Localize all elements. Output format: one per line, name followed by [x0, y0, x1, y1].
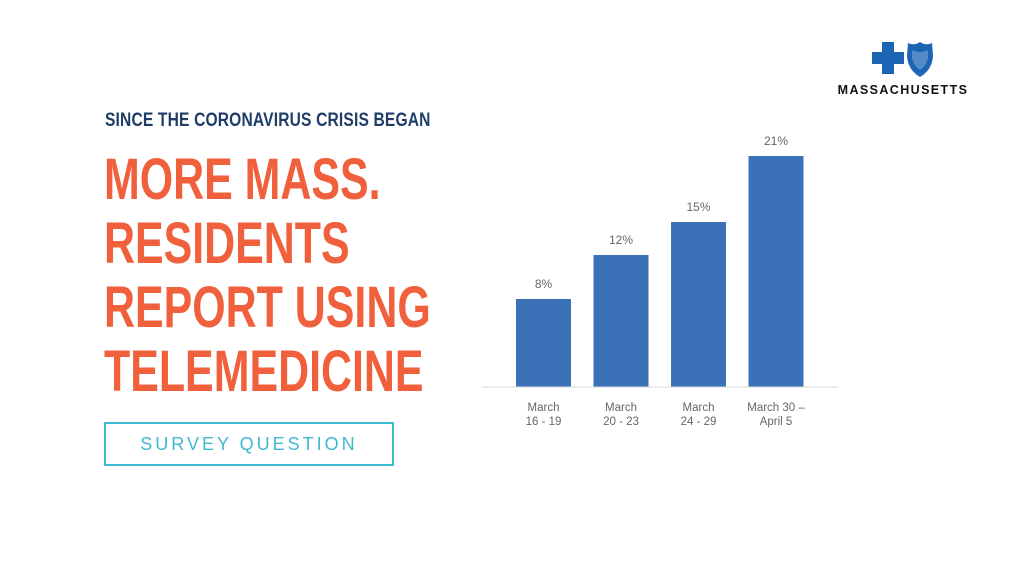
bar-chart: 8% March 16 - 19 12% March 20 - 23 15% March 24 … [482, 134, 838, 428]
headline-line: REPORT USING [104, 275, 431, 340]
category-label: 24 - 29 [681, 416, 717, 428]
bar [516, 299, 571, 387]
bar [671, 222, 726, 387]
headline-line: TELEMEDICINE [104, 339, 424, 404]
category-label: March [605, 402, 637, 414]
bar [593, 255, 649, 387]
headline: MORE MASS. RESIDENTS REPORT USING TELEME… [104, 148, 452, 404]
headline-line: MORE MASS. [104, 147, 381, 212]
logo-marks [872, 42, 933, 77]
logo-text: MASSACHUSETTS [837, 83, 969, 97]
bcbs-logo: MASSACHUSETTS [836, 40, 970, 100]
blue-cross-icon [872, 42, 904, 74]
bar-value-label: 12% [609, 233, 633, 247]
category-label: March [528, 402, 560, 414]
category-label: April 5 [760, 416, 793, 428]
bar-value-label: 15% [686, 200, 710, 214]
category-label: March 30 – [747, 402, 805, 414]
bar-value-label: 8% [535, 277, 553, 291]
subtitle: SINCE THE CORONAVIRUS CRISIS BEGAN [105, 110, 431, 131]
bar [748, 156, 804, 387]
bar-value-label: 21% [764, 134, 788, 148]
headline-line: RESIDENTS [104, 211, 350, 276]
blue-shield-icon [907, 42, 933, 77]
category-label: 16 - 19 [526, 416, 562, 428]
category-label: March [683, 402, 715, 414]
survey-question-button[interactable]: SURVEY QUESTION [104, 422, 394, 466]
category-label: 20 - 23 [603, 416, 639, 428]
